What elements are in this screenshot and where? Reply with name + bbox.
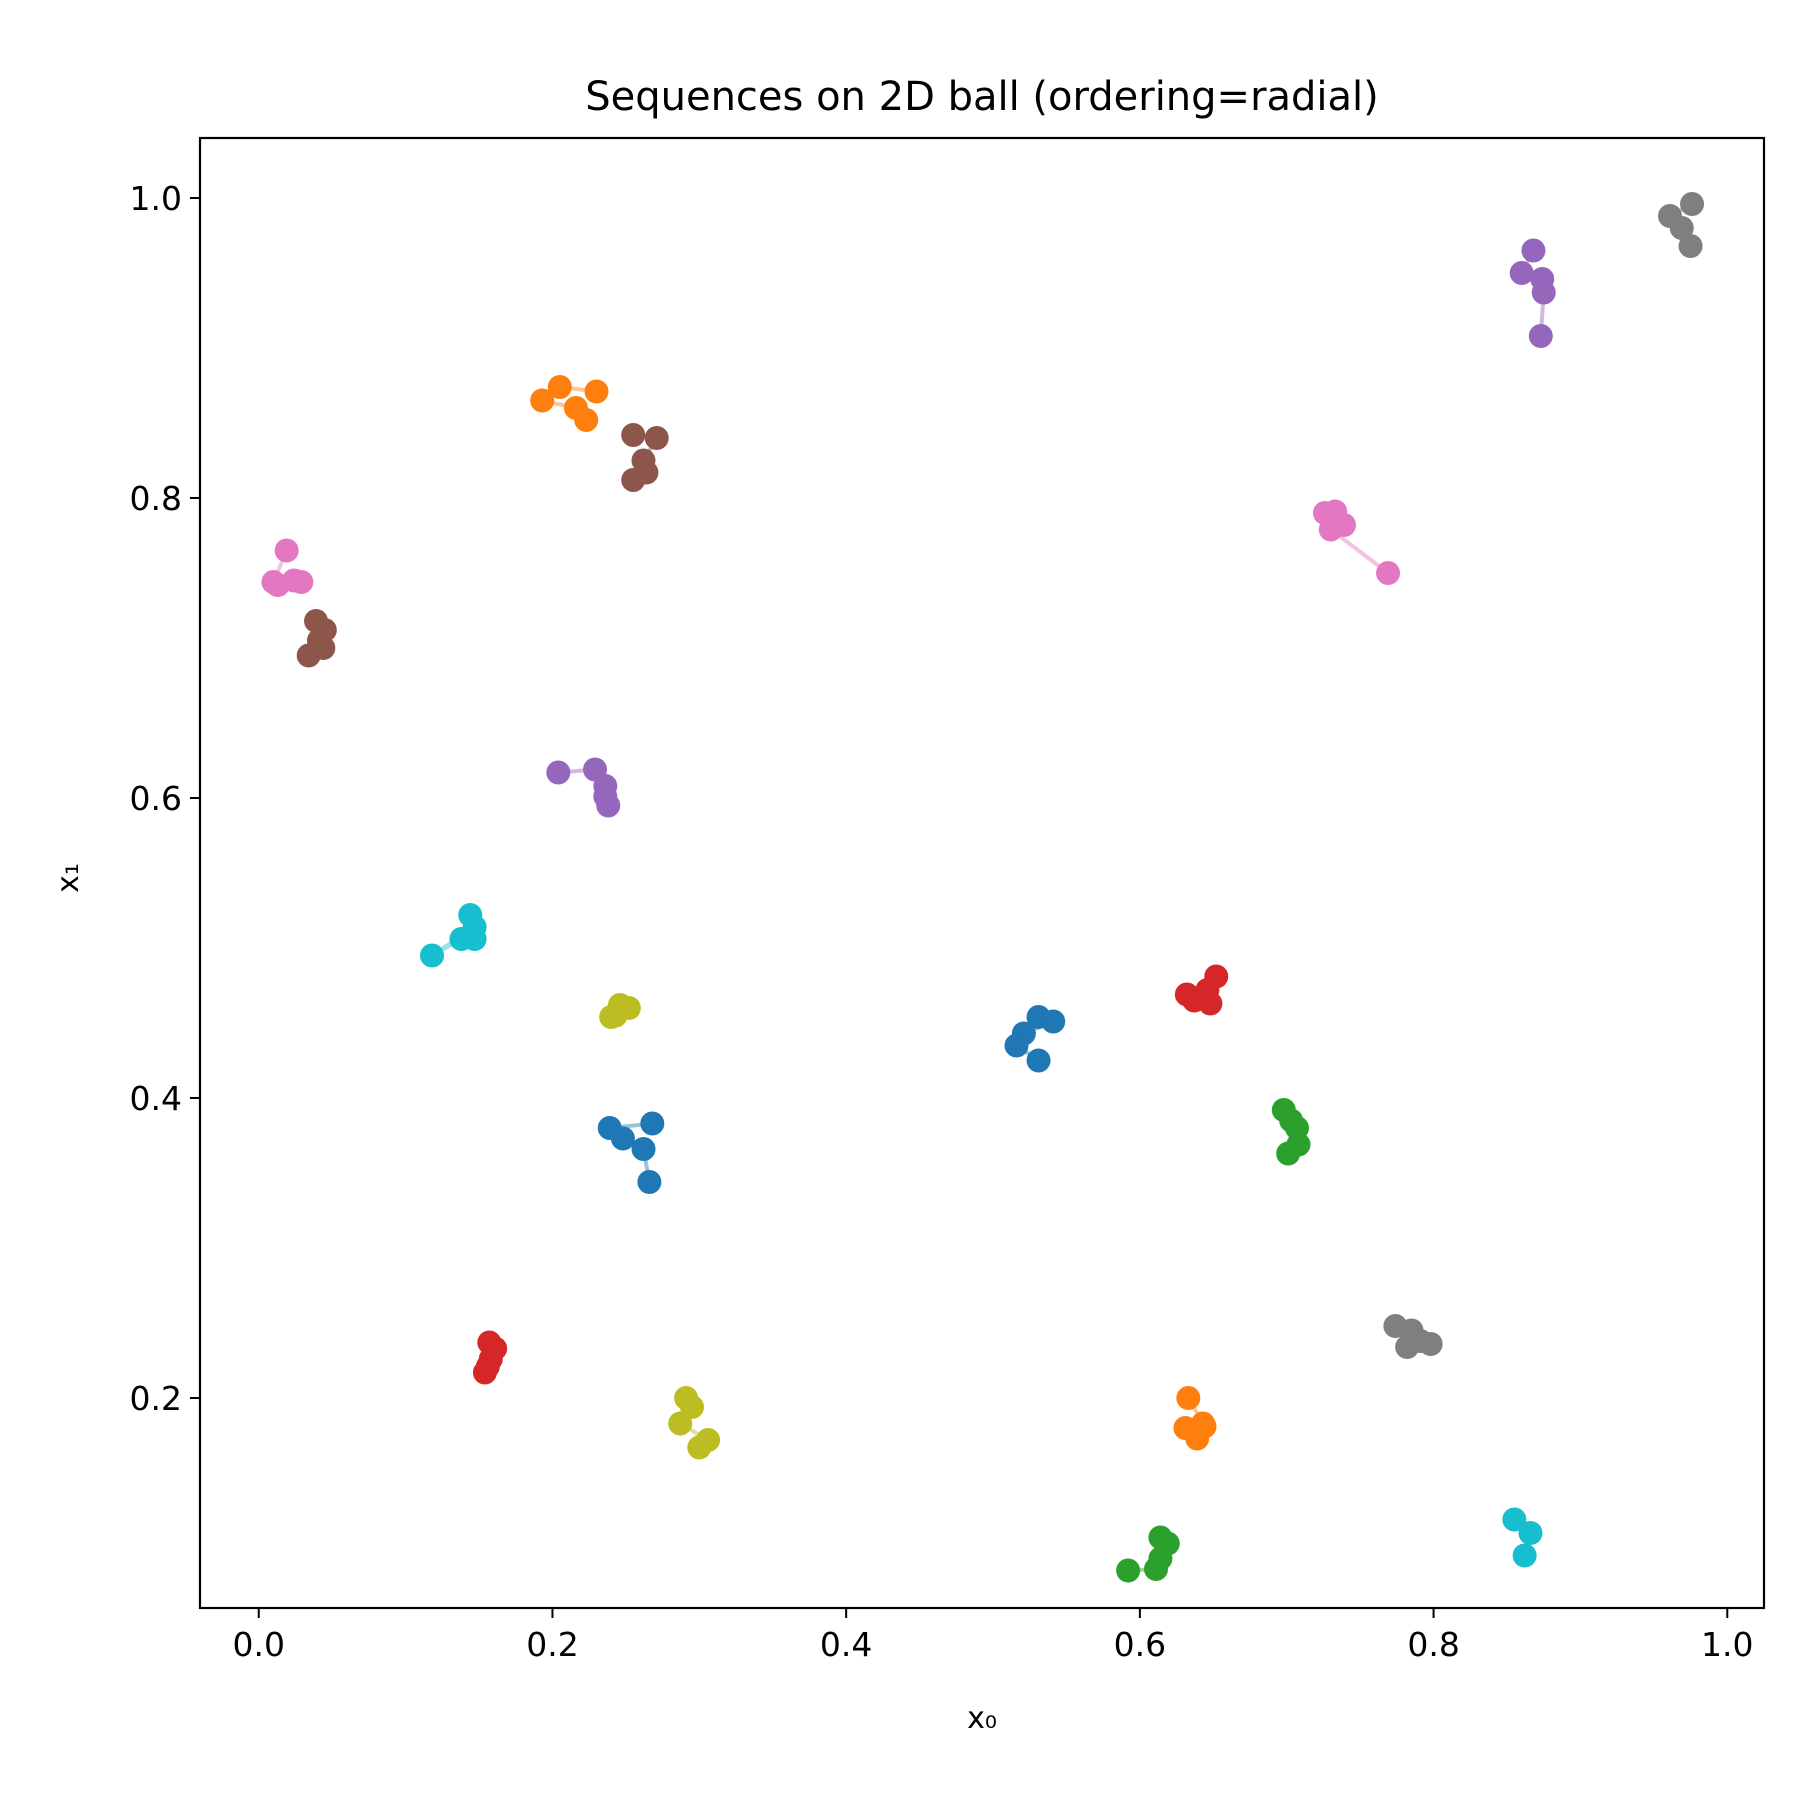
data-point [546, 760, 571, 785]
y-axis-label: x₁ [51, 863, 86, 893]
sequence-7 [472, 1330, 508, 1385]
sequence-0 [597, 1111, 665, 1194]
plot-area [261, 192, 1705, 1583]
data-point [631, 1137, 656, 1161]
data-point [640, 1111, 665, 1136]
y-tick-label: 0.4 [130, 1079, 182, 1118]
data-point [1680, 192, 1705, 216]
data-point [274, 538, 299, 563]
data-point [462, 915, 487, 939]
x-tick-label: 0.0 [232, 1625, 284, 1664]
data-point [621, 423, 646, 447]
sequence-14 [1658, 192, 1705, 258]
data-point [610, 1126, 635, 1151]
data-point [296, 643, 321, 668]
x-tick-label: 0.8 [1407, 1625, 1459, 1664]
data-point [1521, 238, 1546, 263]
data-point [1041, 1009, 1066, 1034]
sequence-17 [668, 1386, 721, 1460]
data-point [1144, 1557, 1169, 1581]
data-point [1276, 1141, 1301, 1166]
data-point [1004, 1033, 1029, 1058]
data-point [668, 1411, 693, 1436]
sequence-10 [621, 423, 669, 492]
y-axis: 0.2 0.4 0.6 0.8 1.0 [130, 179, 200, 1418]
data-point [637, 1170, 662, 1194]
data-point [1176, 1386, 1201, 1410]
sequence-5 [1116, 1525, 1180, 1583]
y-tick-label: 0.2 [130, 1379, 182, 1418]
plot-frame [198, 136, 1766, 1610]
data-point [603, 1003, 628, 1028]
sequence-15 [1383, 1314, 1443, 1359]
data-point [1531, 280, 1556, 305]
x-axis: 0.0 0.2 0.4 0.6 0.8 1.0 [232, 1608, 1754, 1664]
data-point [1395, 1335, 1420, 1359]
data-point [1376, 561, 1401, 585]
data-point [530, 388, 555, 413]
data-point [687, 1435, 712, 1460]
data-point [472, 1360, 497, 1385]
x-tick-label: 1.0 [1701, 1625, 1753, 1664]
data-point [1418, 1332, 1443, 1356]
data-point [1026, 1048, 1051, 1073]
data-point [1318, 517, 1343, 542]
sequence-16 [599, 993, 641, 1029]
sequence-19 [1502, 1507, 1543, 1568]
sequence-12 [261, 538, 314, 597]
data-point [644, 426, 669, 450]
data-point [289, 570, 314, 594]
data-point [1116, 1558, 1141, 1583]
data-point [1518, 1521, 1543, 1545]
chart-title: Sequences on 2D ball (ordering=radial) [585, 74, 1379, 120]
sequence-8 [546, 757, 621, 818]
sequence-11 [296, 609, 337, 668]
data-point [547, 375, 572, 399]
sequence-4 [1271, 1098, 1311, 1166]
data-point [574, 408, 599, 432]
y-tick-label: 1.0 [130, 179, 182, 218]
data-point [1678, 234, 1703, 258]
y-tick-label: 0.8 [130, 479, 182, 518]
data-point [1502, 1507, 1527, 1532]
data-point [596, 793, 621, 818]
data-point [1512, 1543, 1537, 1568]
data-point [1192, 1414, 1217, 1439]
sequence-1 [1004, 1005, 1066, 1073]
data-point [1528, 324, 1553, 348]
data-point [1669, 216, 1694, 240]
data-point [1509, 261, 1534, 285]
x-axis-label: x₀ [967, 1701, 997, 1736]
y-tick-label: 0.6 [130, 779, 182, 818]
data-point [420, 943, 445, 968]
x-tick-label: 0.6 [1114, 1625, 1166, 1664]
x-tick-label: 0.4 [820, 1625, 872, 1664]
sequence-13 [1312, 499, 1401, 585]
data-point [621, 468, 646, 492]
sequence-2 [530, 375, 609, 432]
data-point [265, 573, 290, 597]
sequence-18 [420, 903, 487, 968]
x-tick-label: 0.2 [526, 1625, 578, 1664]
sequence-6 [1174, 964, 1229, 1016]
data-point [584, 379, 609, 404]
sequence-3 [1173, 1386, 1217, 1451]
sequence-9 [1509, 238, 1556, 348]
data-point [1198, 991, 1223, 1016]
